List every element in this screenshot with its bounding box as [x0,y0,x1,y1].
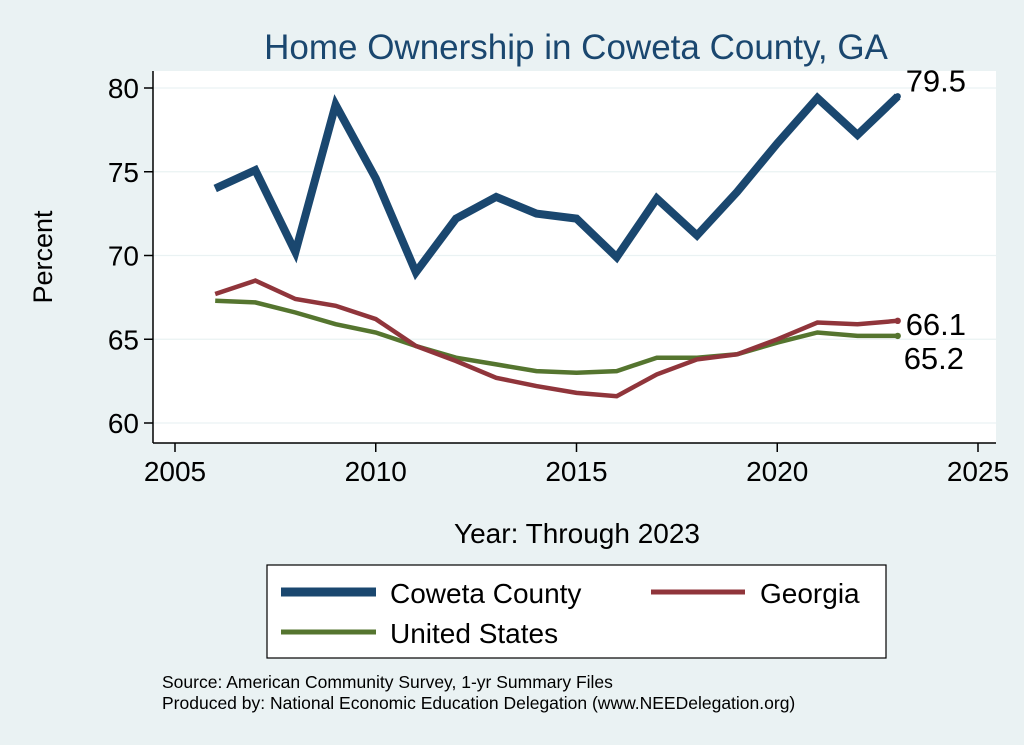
end-label-georgia: 66.1 [906,307,966,342]
end-label-united-states: 65.2 [904,341,964,376]
end-labels: 79.5 66.165.2 [894,63,966,376]
x-tick-label-2020: 2020 [746,456,808,487]
end-marker-coweta-county [894,93,901,100]
y-axis-title: Percent [28,210,58,304]
end-marker-united-states [894,332,901,340]
source-note: Source: American Community Survey, 1-yr … [162,672,613,692]
legend-label-coweta: Coweta County [390,578,581,609]
series-layer [213,92,901,399]
legend-label-georgia: Georgia [760,578,860,609]
x-axis-ticks: 2005 2010 2015 2020 2025 [144,443,1009,487]
x-tick-label-2025: 2025 [947,456,1009,487]
y-tick-label-75: 75 [108,157,139,188]
series-line-georgia [214,278,898,399]
legend-label-united-states: United States [390,618,558,649]
x-tick-label-2010: 2010 [345,456,407,487]
y-tick-label-70: 70 [108,241,139,272]
series-line-united-states [215,298,898,376]
chart-title: Home Ownership in Coweta County, GA [264,28,888,67]
y-axis-ticks: 60 65 70 75 80 [108,73,153,439]
legend-box [266,564,887,659]
x-tick-label-2005: 2005 [144,456,206,487]
end-label-coweta-county: 79.5 [906,63,966,98]
x-axis-title: Year: Through 2023 [454,518,700,549]
y-tick-label-65: 65 [108,324,139,355]
end-marker-georgia [894,317,901,325]
produced-by-note: Produced by: National Economic Education… [162,693,795,713]
x-tick-label-2015: 2015 [545,456,607,487]
legend: Coweta County Georgia United States [266,564,887,659]
y-tick-label-60: 60 [108,408,139,439]
series-line-coweta-county [213,92,901,281]
y-tick-label-80: 80 [108,73,139,104]
